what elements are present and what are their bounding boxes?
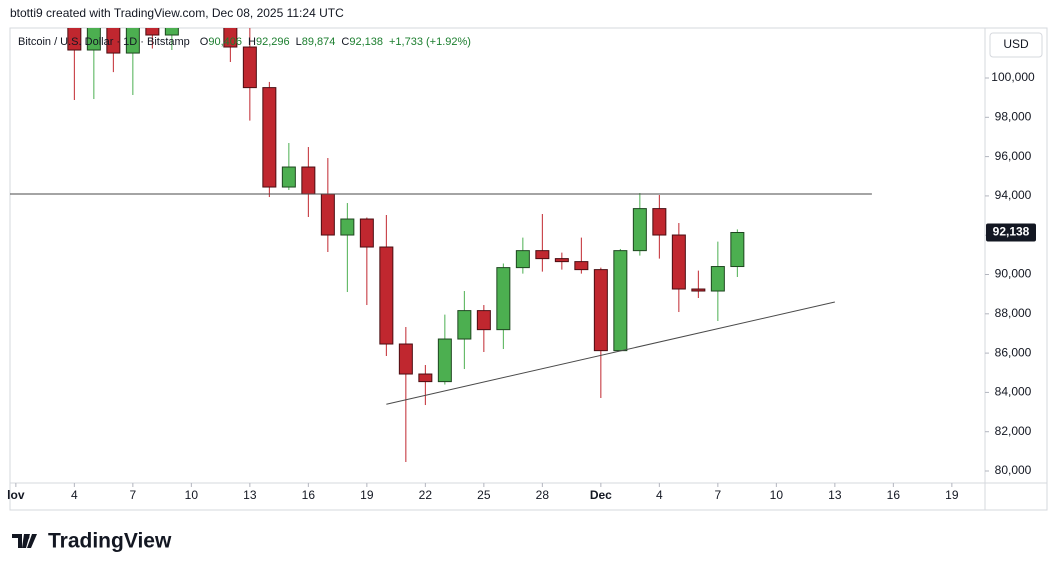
credit: btotti9 created with TradingView.com, De… [10,6,344,20]
x-tick-label: 7 [130,488,137,502]
candle-body [730,231,745,268]
logo-mark [12,534,37,548]
x-tick-label: lov [7,488,25,502]
currency-button[interactable] [989,32,1043,58]
candle-body [242,46,257,89]
x-tick-label: 19 [360,488,374,502]
logo-dot [24,534,30,540]
candle-body [437,338,452,383]
candle-body [632,208,647,252]
axes: 80,00082,00084,00086,00088,00090,00092,0… [7,70,1036,502]
y-tick-label: 98,000 [995,109,1032,123]
candle-body [535,250,550,260]
symbol: Bitcoin / U.S. Dollar · 1D · Bitstamp [18,36,190,48]
y-tick-label: 84,000 [995,385,1032,399]
y-tick-label: 86,000 [995,345,1032,359]
drawing-line [386,301,835,405]
y-tick-label: 88,000 [995,306,1032,320]
x-tick-label: 16 [302,488,316,502]
candle-body [574,261,589,271]
ohlc-key: O [200,36,209,48]
candle-body [223,28,238,48]
candle-body [476,310,491,331]
x-tick-label: 10 [185,488,199,502]
x-tick-label: 10 [770,488,784,502]
candle-body [418,373,433,383]
candle-body [496,267,511,331]
candle-body [86,28,101,51]
candle-body [398,343,413,375]
candle-body [457,310,472,340]
ohlc-key: C [341,36,349,48]
candle-body [145,28,160,36]
candle-body [301,166,316,195]
candle-body [106,28,121,54]
candle-body [359,218,374,248]
frame [9,27,1048,511]
candle-body [125,28,140,54]
x-tick-label: 4 [656,488,663,502]
legend-row: Bitcoin / U.S. Dollar · 1D · Bitstamp O90… [18,36,471,48]
candle-body [340,218,355,236]
candle-body [164,28,179,36]
x-tick-label: 19 [945,488,959,502]
y-tick-label: 94,000 [995,188,1032,202]
y-tick-label: 82,000 [995,424,1032,438]
candle-body [281,166,296,188]
currency[interactable]: USD [1003,37,1029,51]
x-tick-label: 4 [71,488,78,502]
candle-body [67,28,82,51]
candle-body [710,266,725,292]
candle-body [593,269,608,352]
ohlc-value: 92,138 [349,36,383,48]
candle-body [613,250,628,352]
candle-body [320,193,335,236]
candle-body [554,258,569,263]
candle-body [671,234,686,290]
ohlc-value: 90,406 [208,36,242,48]
ohlc-key: L [296,36,302,48]
x-tick-label: 28 [536,488,550,502]
y-tick-label: 90,000 [995,267,1032,281]
ohlc-value: 89,874 [302,36,336,48]
x-tick-label: 22 [419,488,433,502]
x-tick-label: 7 [715,488,722,502]
logo [12,534,37,548]
x-tick-label: 25 [477,488,491,502]
change: +1,733 (+1.92%) [389,36,471,48]
x-tick-label: Dec [590,488,612,502]
candle-body [379,246,394,345]
candle-body [262,87,277,188]
y-tick-label: 100,000 [991,70,1035,84]
legend: Bitcoin / U.S. Dollar · 1D · Bitstamp O90… [18,36,471,48]
plot [10,28,872,463]
y-tick-label: 96,000 [995,149,1032,163]
last-price-tag [986,223,1036,242]
x-tick-label: 13 [828,488,842,502]
brand: TradingView [48,530,172,553]
candle-body [652,208,667,236]
ohlc-value: 92,296 [256,36,290,48]
x-tick-label: 13 [243,488,257,502]
x-tick-label: 16 [887,488,901,502]
candle-body [515,250,530,269]
y-tick-label: 80,000 [995,463,1032,477]
candle-body [691,288,706,292]
ohlc-key: H [248,36,256,48]
last-price-label: 92,138 [993,225,1030,239]
